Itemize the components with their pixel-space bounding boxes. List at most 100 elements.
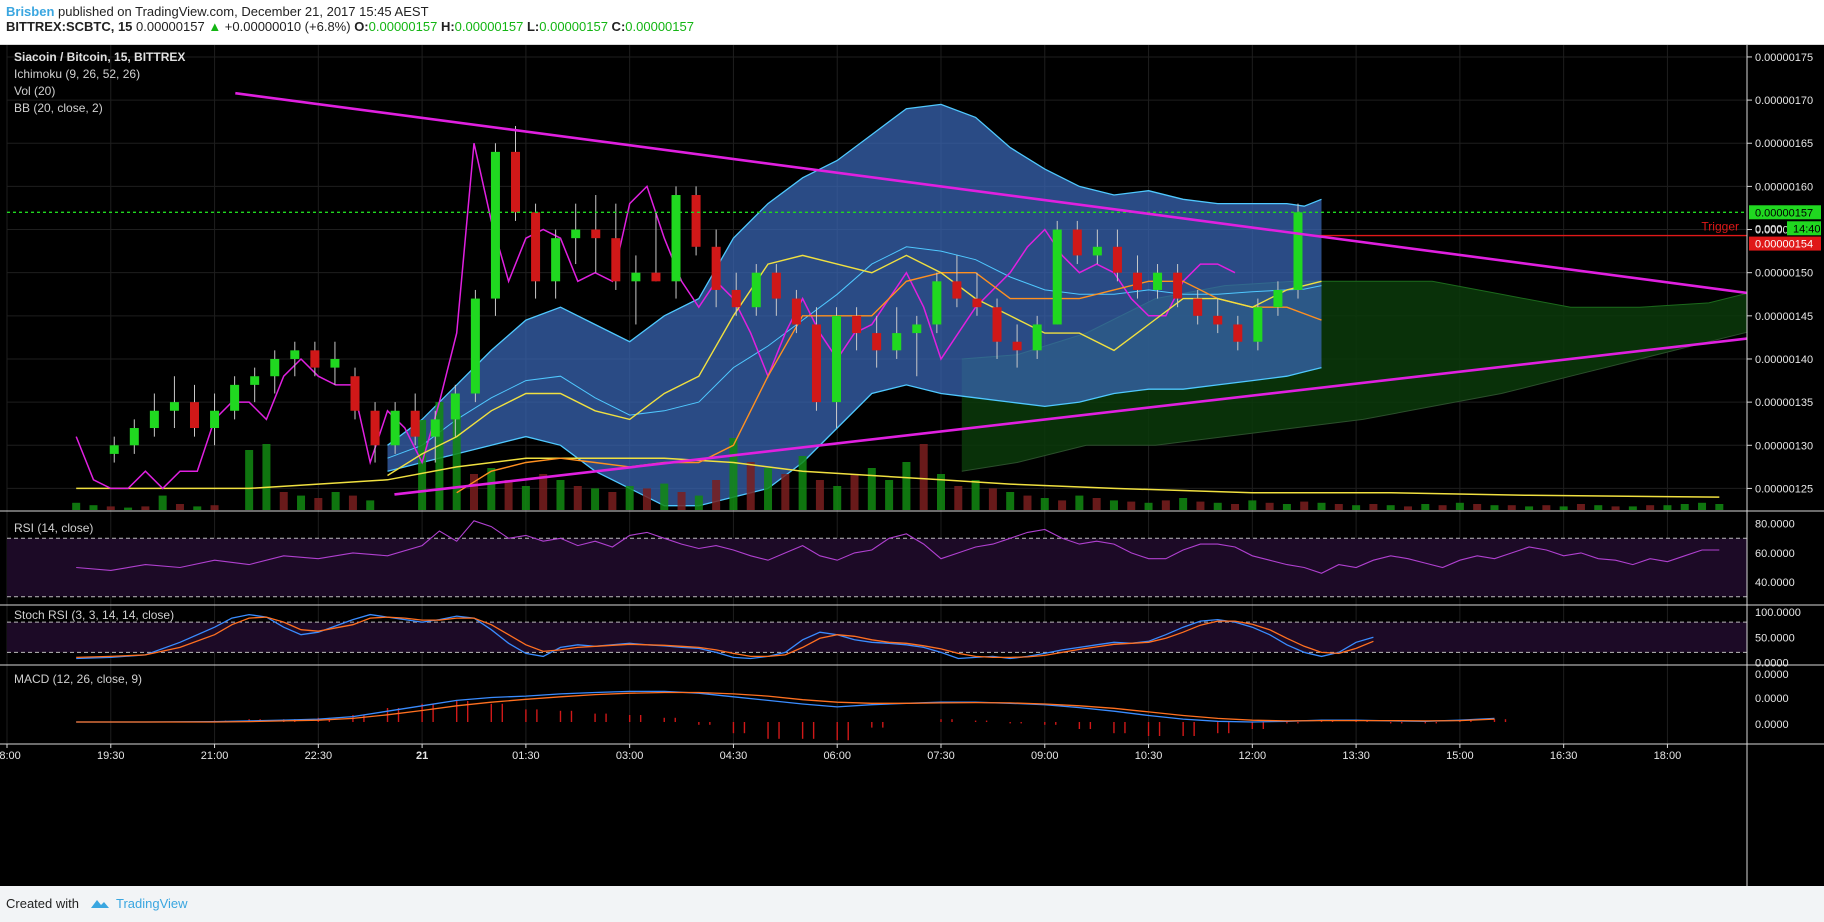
author-name[interactable]: Brisben	[6, 4, 55, 19]
volume-bar	[1594, 505, 1603, 510]
volume-bar	[1525, 506, 1534, 510]
time-tick-label: 07:30	[927, 750, 955, 762]
macd-title[interactable]: MACD (12, 26, close, 9)	[14, 672, 142, 686]
candle-body	[250, 376, 260, 385]
candle-body	[370, 410, 380, 446]
main-pane[interactable]	[7, 91, 1824, 510]
trigger-label: Trigger	[1701, 220, 1739, 234]
ichimoku-span-b	[961, 331, 1747, 472]
volume-bar	[1058, 500, 1067, 510]
volume-bar	[1611, 506, 1620, 510]
candle-body	[1032, 324, 1042, 351]
macd-tick-label: 0.0000	[1755, 669, 1789, 681]
volume-bar	[279, 492, 288, 510]
volume-bar	[1300, 501, 1309, 510]
candle-body	[470, 298, 480, 394]
time-axis[interactable]: 18:00 19:30 21:00 22:30 21 01:30 03:00 04:30 06:…	[0, 744, 1681, 762]
price-tick-label: 0.00000160	[1755, 181, 1813, 193]
candle-body	[290, 350, 300, 359]
candle-body	[390, 410, 400, 446]
stoch-d-line	[76, 616, 1374, 659]
candle-body	[892, 333, 902, 351]
candle-body	[270, 358, 280, 377]
candle-body	[611, 238, 621, 282]
volume-bar	[954, 486, 963, 510]
volume-bar	[591, 488, 600, 510]
candle-body	[109, 445, 119, 454]
high-label: H:	[437, 19, 455, 34]
tradingview-brand[interactable]: TradingView	[116, 896, 188, 911]
low-label: L:	[523, 19, 540, 34]
volume-bar	[504, 480, 513, 510]
candle-body	[129, 428, 139, 446]
chart-svg[interactable]: 0.00000175 0.00000170 0.00000165 0.00000160…	[0, 44, 1824, 886]
volume-bar	[1490, 505, 1499, 510]
time-tick-label: 19:30	[97, 750, 125, 762]
volume-bar	[936, 474, 945, 510]
rsi-legend[interactable]: Stoch RSI (3, 3, 14, 14, close)	[14, 608, 174, 622]
volume-bar	[1334, 504, 1343, 510]
volume-bar	[919, 444, 928, 510]
rsi-tick-label: 80.0000	[1755, 519, 1795, 531]
trigger-price-tag	[1749, 236, 1821, 251]
candle-body	[1233, 324, 1243, 342]
ichimoku-legend[interactable]: Ichimoku (9, 26, 52, 26)	[14, 67, 140, 81]
time-tick-label: 16:30	[1550, 750, 1578, 762]
volume-bar	[608, 492, 617, 510]
volume-bar	[677, 492, 686, 510]
volume-bar	[245, 450, 254, 510]
ichimoku-conversion-line	[387, 254, 1322, 477]
rsi-title[interactable]: RSI (14, close)	[14, 521, 93, 535]
candles[interactable]	[109, 125, 1303, 463]
upper-trendline[interactable]	[235, 91, 1757, 295]
open-label: O:	[354, 19, 369, 34]
volume-bar	[297, 495, 306, 510]
volume-bar	[1127, 501, 1136, 510]
candle-body	[450, 393, 460, 420]
candle-body	[872, 333, 882, 351]
rsi-pane[interactable]	[7, 520, 1747, 598]
price-axis[interactable]: 0.00000175 0.00000170 0.00000165 0.00000160…	[1747, 52, 1813, 731]
volume-bar	[902, 462, 911, 510]
price-tick-label: 0.00000140	[1755, 354, 1813, 366]
lower-trendline[interactable]	[394, 337, 1757, 496]
volume-bar	[539, 474, 548, 510]
macd-pane[interactable]	[76, 690, 1507, 741]
time-tick-label: 13:30	[1342, 750, 1370, 762]
macd-signal-line	[76, 691, 1495, 723]
candle-body	[149, 410, 159, 429]
volume-bar	[1421, 504, 1430, 510]
bollinger-upper-band	[387, 103, 1322, 446]
bb-legend[interactable]: BB (20, close, 2)	[14, 101, 103, 115]
candle-body	[169, 402, 179, 411]
volume-bar	[331, 492, 340, 510]
candle-body	[430, 419, 440, 437]
candle-body	[551, 238, 561, 282]
time-tick-label: 21:00	[201, 750, 229, 762]
volume-bar	[1040, 498, 1049, 510]
close-label: C:	[607, 19, 626, 34]
volume-legend[interactable]: Vol (20)	[14, 84, 55, 98]
stoch-tick-label: 100.0000	[1755, 607, 1801, 619]
chart-area[interactable]: 0.00000175 0.00000170 0.00000165 0.00000160…	[0, 44, 1824, 886]
price-tick-label: 0.00000130	[1755, 440, 1813, 452]
volume-bar	[1542, 505, 1551, 510]
candle-body	[310, 350, 320, 368]
macd-line	[76, 690, 1495, 723]
price-tick-label: 0.00000170	[1755, 95, 1813, 107]
volume-bar	[746, 462, 755, 510]
volume-bar	[1576, 504, 1585, 510]
volume-bar	[435, 402, 444, 510]
stoch-rsi-pane[interactable]	[7, 613, 1747, 660]
volume-bar	[1213, 502, 1222, 510]
candle-body	[350, 376, 360, 411]
volume-bar	[1144, 502, 1153, 510]
volume-bar	[642, 488, 651, 510]
pane-separators	[0, 44, 1824, 886]
candle-body	[210, 410, 220, 429]
volume-bar	[885, 480, 894, 510]
volume-bar	[1075, 495, 1084, 510]
volume-bar	[314, 498, 323, 510]
volume-bar	[867, 468, 876, 510]
tradingview-cloud-icon	[90, 900, 109, 908]
